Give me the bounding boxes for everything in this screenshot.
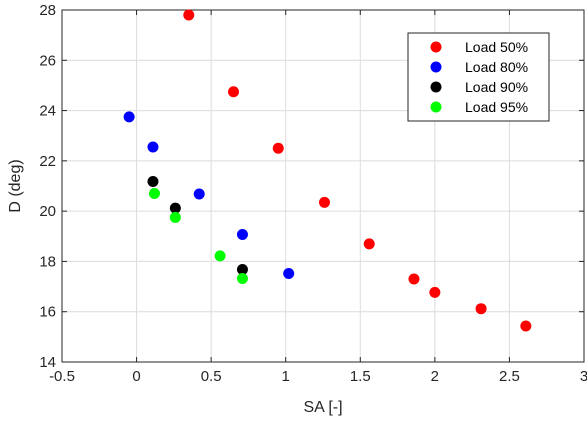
data-point <box>429 286 441 298</box>
data-point <box>214 250 226 262</box>
plot-frame <box>61 9 585 363</box>
axis-ticks <box>61 9 585 363</box>
data-point <box>228 86 240 98</box>
data-point <box>169 211 181 223</box>
data-point <box>236 229 248 241</box>
legend-marker <box>430 61 442 73</box>
data-point <box>148 188 160 200</box>
x-tick-label: -0.5 <box>49 368 75 385</box>
legend-label: Load 95% <box>465 99 528 115</box>
data-point <box>147 175 159 187</box>
y-tick-label: 28 <box>39 2 56 19</box>
data-point <box>408 273 420 285</box>
data-points <box>123 9 532 332</box>
y-tick-label: 20 <box>39 203 56 220</box>
data-point <box>475 303 487 315</box>
legend-marker <box>430 101 442 113</box>
x-tick-label: 0 <box>132 368 140 385</box>
data-point <box>193 188 205 200</box>
x-tick-label: 1.5 <box>350 368 371 385</box>
x-tick-labels: -0.5 0 0.5 1 1.5 2 2.5 3 <box>49 368 587 385</box>
data-point <box>236 263 248 275</box>
y-tick-label: 22 <box>39 153 56 170</box>
y-tick-label: 26 <box>39 52 56 69</box>
data-point <box>236 273 248 285</box>
y-axis-label: D (deg) <box>7 159 24 212</box>
x-tick-label: 2 <box>431 368 439 385</box>
data-point <box>183 9 195 21</box>
data-point <box>520 320 532 332</box>
data-point <box>272 142 284 154</box>
y-tick-labels: 14 16 18 20 22 24 26 28 <box>39 2 56 371</box>
x-tick-label: 2.5 <box>499 368 520 385</box>
x-axis-label: SA [-] <box>303 399 342 416</box>
legend-marker <box>430 41 442 53</box>
data-point <box>363 238 375 250</box>
x-tick-label: 1 <box>282 368 290 385</box>
x-tick-label: 3 <box>580 368 587 385</box>
y-tick-label: 16 <box>39 304 56 321</box>
legend: Load 50% Load 80% Load 90% Load 95% <box>407 32 550 122</box>
y-tick-label: 18 <box>39 253 56 270</box>
legend-label: Load 80% <box>465 59 528 75</box>
x-tick-label: 0.5 <box>201 368 222 385</box>
data-point <box>169 202 181 214</box>
legend-label: Load 50% <box>465 39 528 55</box>
data-point <box>123 111 135 123</box>
data-point <box>283 267 295 279</box>
data-point <box>147 141 159 153</box>
y-tick-label: 14 <box>39 354 56 371</box>
y-tick-label: 24 <box>39 103 56 120</box>
data-point <box>318 196 330 208</box>
legend-marker <box>430 81 442 93</box>
legend-label: Load 90% <box>465 79 528 95</box>
